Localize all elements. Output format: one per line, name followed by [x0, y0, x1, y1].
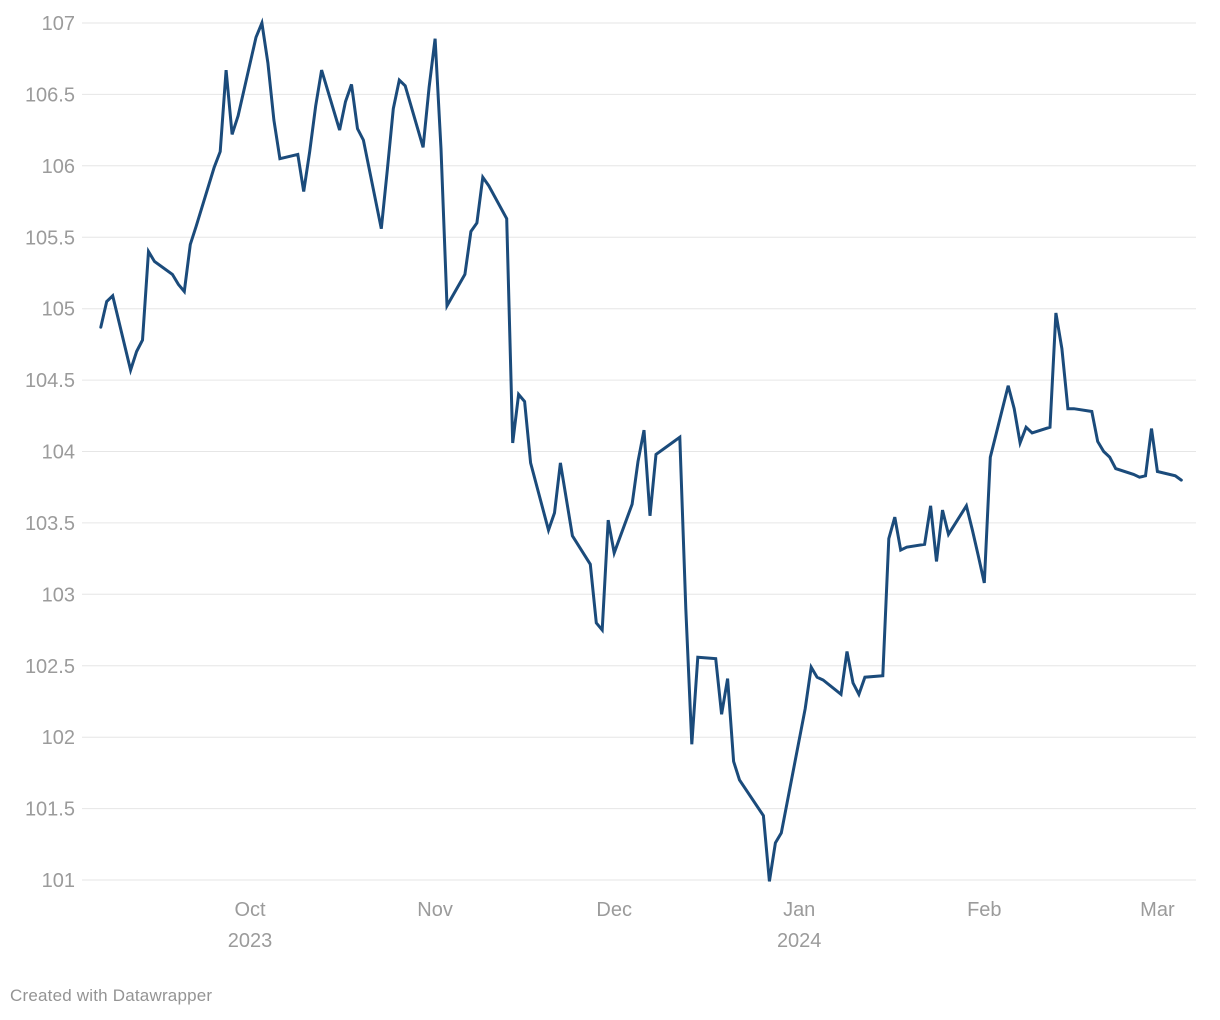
x-axis-label: Oct	[234, 899, 266, 921]
x-axis-label: Dec	[596, 899, 632, 921]
y-axis-label: 105	[42, 299, 75, 321]
y-axis-label: 101.5	[25, 799, 75, 821]
y-axis-label: 105.5	[25, 227, 75, 249]
line-series	[99, 17, 1183, 882]
datawrapper-credit: Created with Datawrapper	[10, 986, 213, 1005]
x-axis-year-label: 2023	[228, 930, 273, 952]
y-axis-label: 107	[42, 13, 75, 35]
y-axis-label: 103.5	[25, 513, 75, 535]
y-axis-label: 106	[42, 156, 75, 178]
y-axis-label: 101	[42, 870, 75, 892]
x-axis-label: Nov	[417, 899, 453, 921]
y-axis-label: 102.5	[25, 656, 75, 678]
y-axis-label: 104.5	[25, 370, 75, 392]
x-axis-label: Jan	[783, 899, 815, 921]
x-axis-year-label: 2024	[777, 930, 822, 952]
y-axis-label: 102	[42, 727, 75, 749]
x-axis-label: Mar	[1140, 899, 1175, 921]
y-axis-label: 106.5	[25, 84, 75, 106]
y-axis-label: 104	[42, 442, 75, 464]
y-axis-label: 103	[42, 584, 75, 606]
x-axis-label: Feb	[967, 899, 1001, 921]
